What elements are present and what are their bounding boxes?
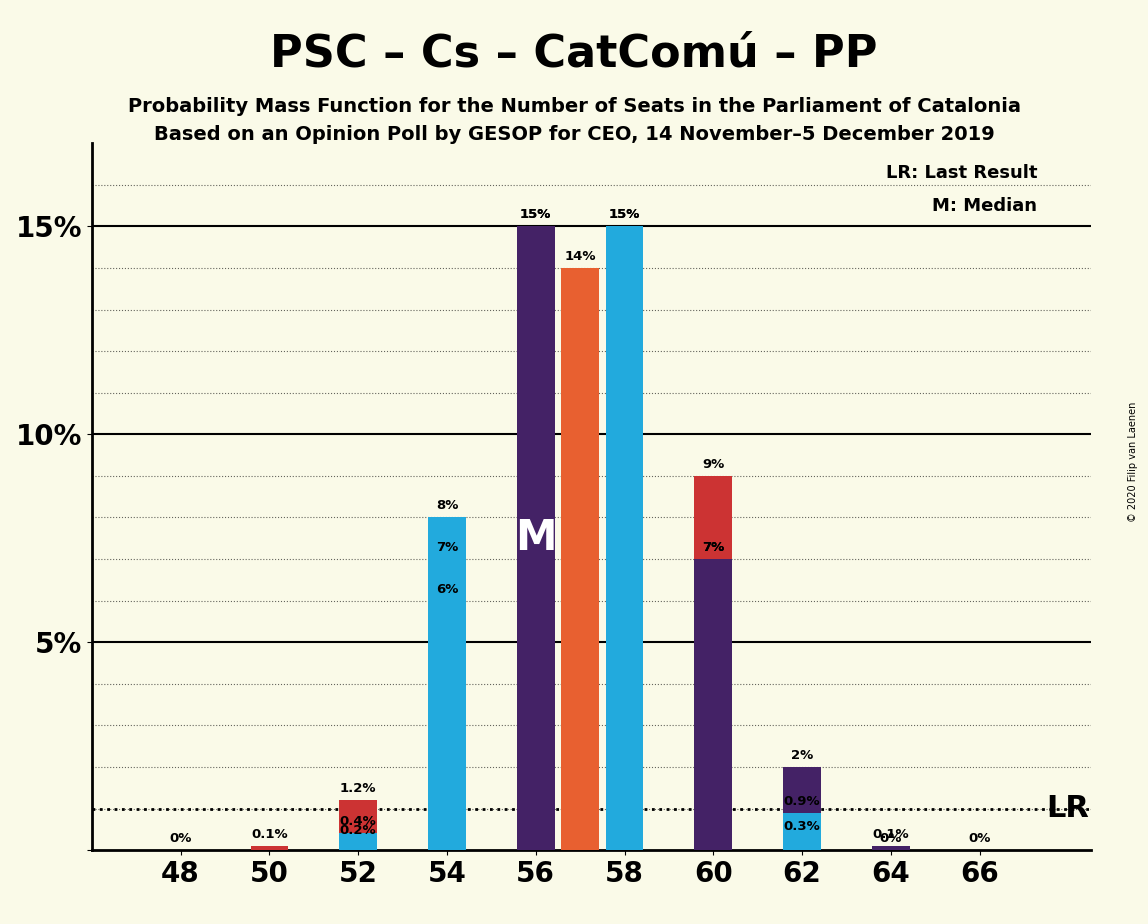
Bar [695,559,732,850]
Text: 0%: 0% [879,833,902,845]
Text: 14%: 14% [565,250,596,263]
Bar [872,846,909,850]
Bar [517,226,554,850]
Bar [783,813,821,850]
Bar [340,833,377,850]
Text: M: Median: M: Median [932,198,1038,215]
Text: LR: LR [1046,794,1089,823]
Text: 0.3%: 0.3% [784,820,821,833]
Text: 0.1%: 0.1% [251,828,288,841]
Text: 2%: 2% [791,749,813,762]
Bar [428,559,466,850]
Text: 15%: 15% [608,209,641,222]
Bar [606,226,643,850]
Text: Probability Mass Function for the Number of Seats in the Parliament of Catalonia: Probability Mass Function for the Number… [127,97,1021,116]
Text: 0.2%: 0.2% [340,824,377,837]
Text: 7%: 7% [436,541,458,554]
Text: 0%: 0% [170,833,192,845]
Text: Based on an Opinion Poll by GESOP for CEO, 14 November–5 December 2019: Based on an Opinion Poll by GESOP for CE… [154,125,994,144]
Bar [695,476,732,850]
Bar [250,846,288,850]
Text: 15%: 15% [520,209,551,222]
Bar [561,268,599,850]
Bar [340,800,377,850]
Text: 0.1%: 0.1% [872,828,909,841]
Bar [340,842,377,850]
Text: 6%: 6% [436,583,458,596]
Text: 7%: 7% [703,541,724,554]
Text: 9%: 9% [703,458,724,471]
Bar [695,559,732,850]
Text: 15%: 15% [608,209,641,222]
Bar [606,226,643,850]
Text: 8%: 8% [436,500,458,513]
Text: 1.2%: 1.2% [340,783,377,796]
Text: 0%: 0% [969,833,991,845]
Text: LR: Last Result: LR: Last Result [886,164,1038,182]
Bar [428,601,466,850]
Text: M: M [515,517,557,559]
Text: 15%: 15% [520,209,551,222]
Text: PSC – Cs – CatComú – PP: PSC – Cs – CatComú – PP [270,32,878,76]
Bar [783,767,821,850]
Text: 7%: 7% [703,541,724,554]
Text: 0.9%: 0.9% [784,795,821,808]
Bar [428,517,466,850]
Bar [783,838,821,850]
Text: © 2020 Filip van Laenen: © 2020 Filip van Laenen [1128,402,1138,522]
Text: 0.4%: 0.4% [340,816,377,829]
Bar [517,226,554,850]
